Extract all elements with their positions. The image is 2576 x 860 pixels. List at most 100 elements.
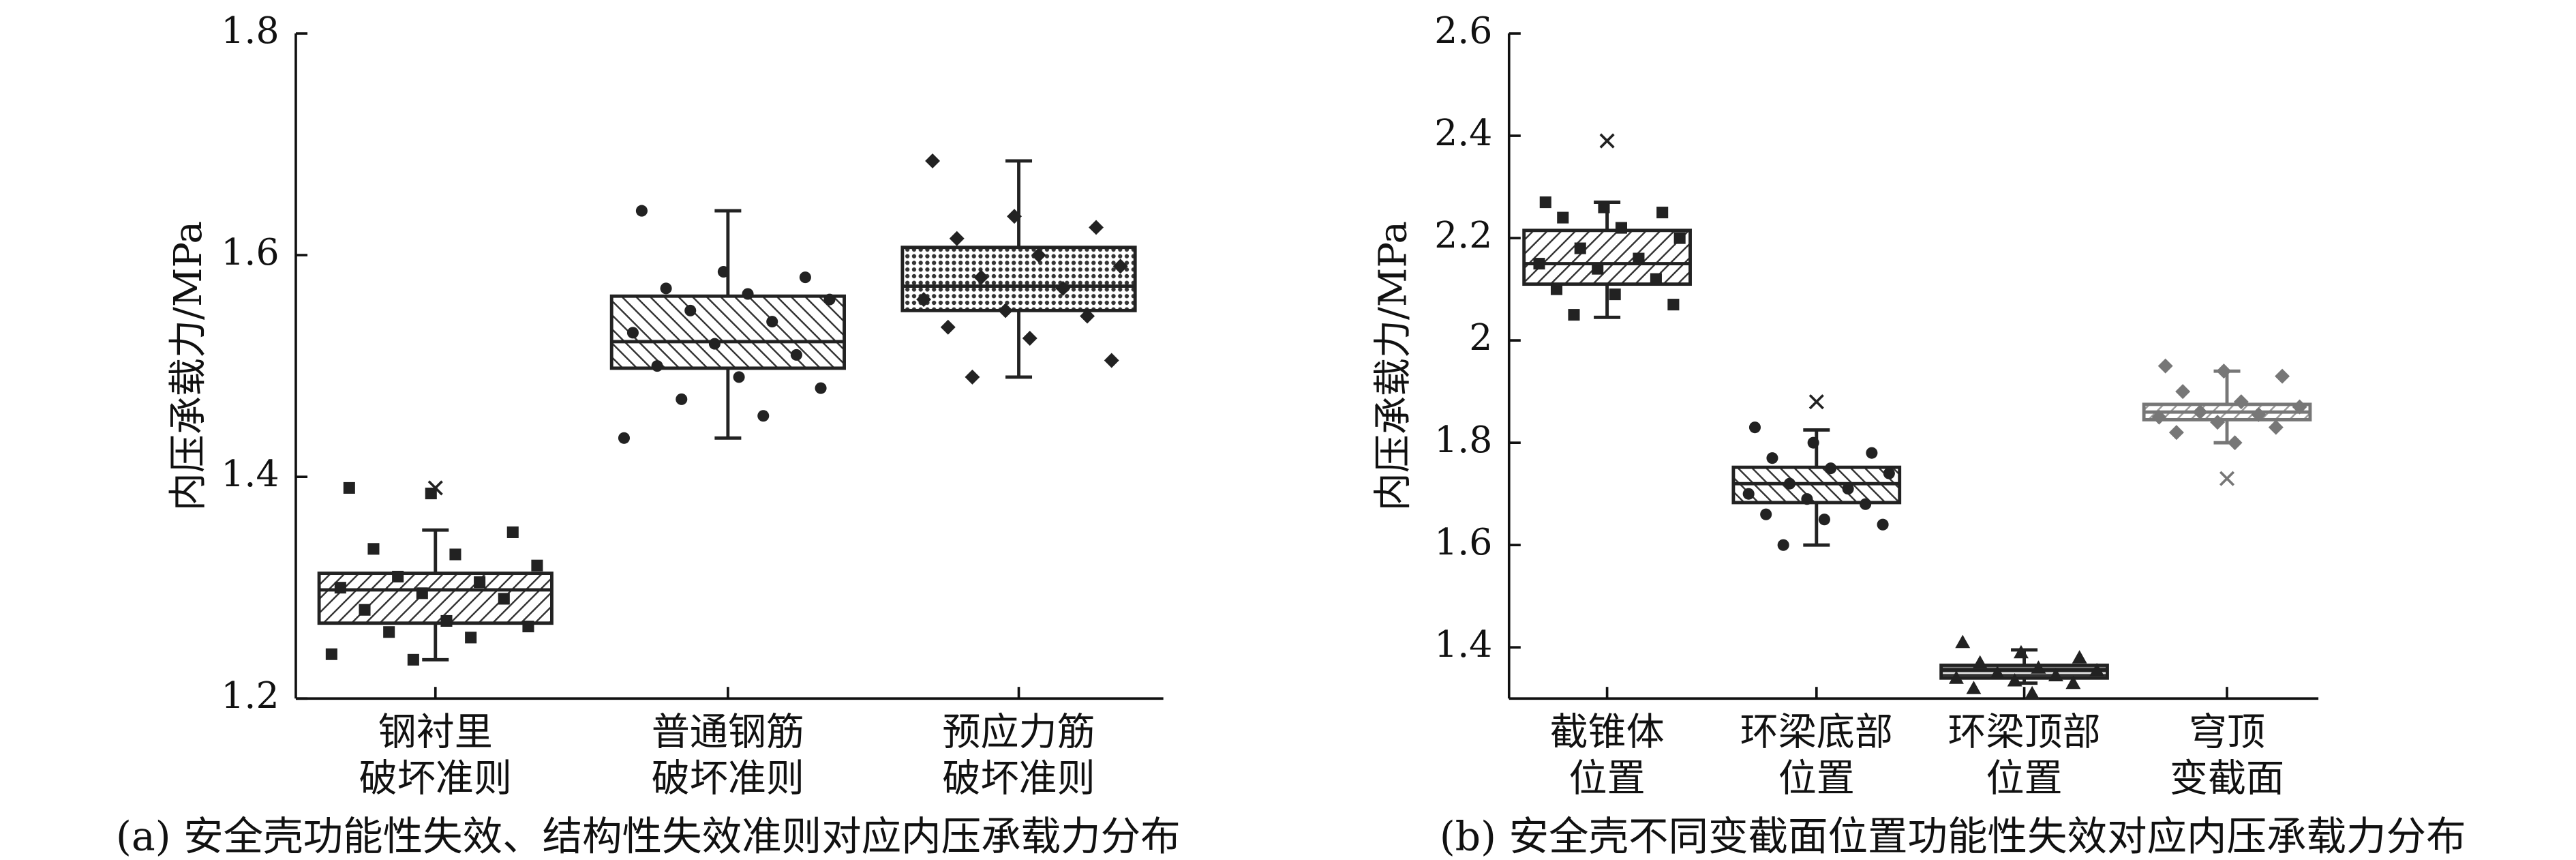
- point: [1972, 655, 1988, 669]
- point: [676, 393, 688, 405]
- point: [1760, 508, 1772, 520]
- point: [635, 205, 648, 217]
- x-tick-label: 环梁底部: [1740, 710, 1893, 754]
- point: [440, 614, 453, 627]
- point: [1860, 498, 1872, 510]
- point: [733, 371, 745, 383]
- point: [506, 526, 519, 538]
- point: [965, 369, 980, 385]
- y-tick-label: 1.6: [221, 231, 279, 273]
- point: [1955, 634, 1971, 649]
- point: [531, 559, 543, 572]
- point: [1539, 196, 1551, 209]
- point: [1777, 539, 1789, 551]
- x-tick-label: 破坏准则: [652, 757, 804, 801]
- point: [2013, 644, 2029, 659]
- point: [766, 316, 778, 328]
- point: [2292, 399, 2307, 415]
- outlier: [1599, 133, 1615, 149]
- box: [1522, 228, 1692, 286]
- point: [660, 282, 672, 295]
- point: [925, 153, 941, 168]
- point: [1080, 308, 1095, 324]
- point: [2048, 668, 2063, 682]
- point: [1842, 483, 1854, 495]
- box: [317, 572, 554, 625]
- point: [1948, 670, 1964, 684]
- point: [1877, 518, 1889, 531]
- point: [1615, 222, 1627, 234]
- point: [790, 349, 802, 361]
- point: [1883, 467, 1895, 479]
- point: [1550, 283, 1563, 295]
- point: [1990, 665, 2005, 679]
- point: [449, 548, 461, 561]
- point: [940, 319, 956, 335]
- point: [1104, 353, 1119, 368]
- y-tick-label: 1.4: [1434, 623, 1492, 666]
- y-tick-label: 1.2: [221, 674, 279, 717]
- point: [1825, 462, 1837, 475]
- point: [498, 593, 510, 605]
- caption: (b) 安全壳不同变截面位置功能性失效对应内压承载力分布: [1440, 813, 2466, 859]
- y-axis-label: 内压承载力/MPa: [166, 221, 211, 511]
- x-tick-label: 普通钢筋: [652, 710, 804, 754]
- x-tick-label: 破坏准则: [942, 757, 1095, 801]
- point: [334, 582, 346, 594]
- y-tick-label: 2.4: [1434, 111, 1492, 154]
- point: [1673, 232, 1686, 244]
- point: [2065, 675, 2081, 690]
- point: [973, 269, 989, 285]
- point: [1557, 211, 1569, 224]
- outlier: [1808, 394, 1824, 410]
- x-tick-label: 位置: [1778, 757, 1855, 801]
- x-tick-label: 钢衬里: [378, 710, 493, 754]
- point: [815, 382, 827, 394]
- point: [949, 231, 965, 246]
- point: [2192, 404, 2208, 420]
- y-tick-label: 2: [1469, 316, 1492, 359]
- point: [1650, 273, 1662, 285]
- point: [1007, 209, 1022, 224]
- point: [1592, 263, 1604, 275]
- x-tick-label: 截锥体: [1550, 710, 1665, 754]
- x-tick-label: 预应力筋: [942, 710, 1095, 754]
- y-tick-label: 1.6: [1434, 520, 1492, 563]
- caption: (a) 安全壳功能性失效、结构性失效准则对应内压承载力分布: [116, 813, 1181, 859]
- point: [2227, 435, 2243, 451]
- point: [383, 626, 395, 638]
- point: [799, 271, 811, 284]
- point: [343, 481, 355, 494]
- x-tick-label: 破坏准则: [359, 757, 512, 801]
- point: [618, 432, 631, 444]
- point: [1022, 331, 1037, 346]
- point: [1633, 252, 1645, 265]
- x-tick-label: 环梁顶部: [1948, 710, 2100, 754]
- point: [757, 410, 770, 422]
- point: [367, 543, 380, 555]
- point: [407, 653, 419, 666]
- point: [717, 265, 729, 278]
- point: [2216, 364, 2232, 379]
- point: [1807, 436, 1819, 449]
- point: [392, 570, 404, 582]
- point: [1609, 288, 1621, 301]
- x-tick-label: 穹顶: [2189, 710, 2265, 754]
- point: [2025, 685, 2040, 700]
- point: [1533, 258, 1545, 270]
- point: [1866, 447, 1878, 459]
- point: [684, 304, 697, 316]
- point: [998, 303, 1014, 318]
- x-tick-label: 变截面: [2170, 757, 2284, 801]
- point: [2251, 406, 2267, 422]
- point: [708, 338, 721, 350]
- point: [465, 632, 477, 644]
- y-tick-label: 2.2: [1434, 213, 1492, 256]
- point: [2089, 663, 2105, 677]
- y-tick-label: 1.4: [221, 452, 279, 495]
- x-tick-label: 位置: [1986, 757, 2063, 801]
- point: [1742, 488, 1755, 500]
- point: [1801, 493, 1813, 505]
- point: [1031, 248, 1046, 263]
- point: [2275, 368, 2290, 384]
